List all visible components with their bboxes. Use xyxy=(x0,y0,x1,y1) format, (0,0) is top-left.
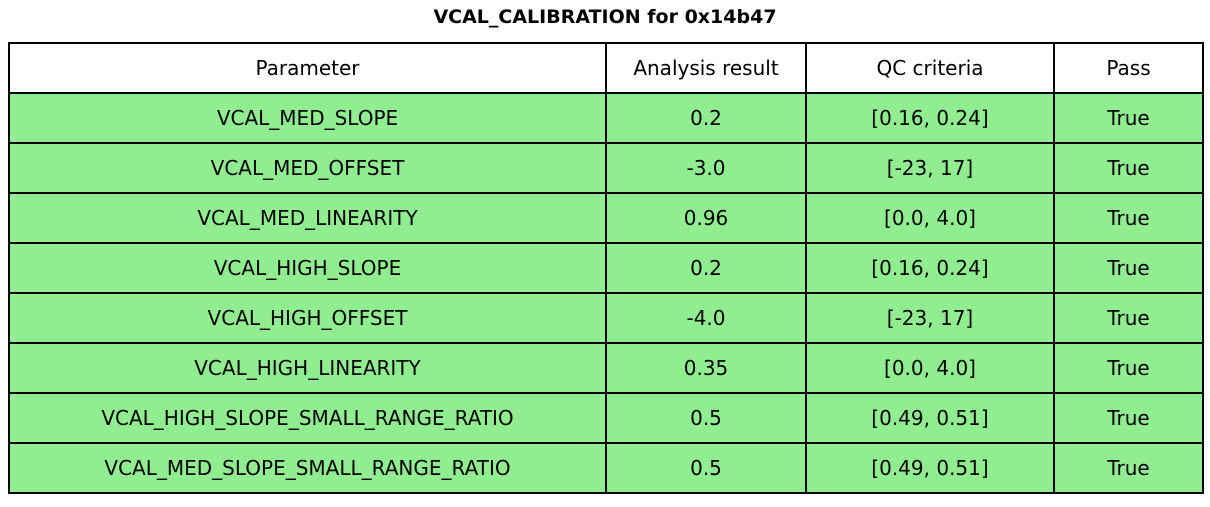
analysis-result-cell: 0.5 xyxy=(605,442,807,494)
pass-cell: True xyxy=(1053,392,1204,444)
table-row: VCAL_MED_SLOPE 0.2 [0.16, 0.24] True xyxy=(8,92,1204,144)
parameter-cell: VCAL_MED_SLOPE xyxy=(8,92,607,144)
table-header: Parameter Analysis result QC criteria Pass xyxy=(8,42,1204,94)
parameter-cell: VCAL_MED_LINEARITY xyxy=(8,192,607,244)
parameter-cell: VCAL_HIGH_OFFSET xyxy=(8,292,607,344)
analysis-result-cell: 0.2 xyxy=(605,242,807,294)
qc-criteria-cell: [-23, 17] xyxy=(805,292,1055,344)
qc-criteria-cell: [0.0, 4.0] xyxy=(805,192,1055,244)
table-row: VCAL_HIGH_OFFSET -4.0 [-23, 17] True xyxy=(8,292,1204,344)
pass-cell: True xyxy=(1053,292,1204,344)
analysis-result-cell: 0.96 xyxy=(605,192,807,244)
parameter-cell: VCAL_HIGH_LINEARITY xyxy=(8,342,607,394)
header-row: Parameter Analysis result QC criteria Pass xyxy=(8,42,1204,94)
table-body: VCAL_MED_SLOPE 0.2 [0.16, 0.24] True VCAL_ME… xyxy=(8,92,1204,494)
pass-cell: True xyxy=(1053,92,1204,144)
analysis-result-cell: -3.0 xyxy=(605,142,807,194)
column-header-parameter: Parameter xyxy=(8,42,607,94)
pass-cell: True xyxy=(1053,142,1204,194)
parameter-cell: VCAL_MED_SLOPE_SMALL_RANGE_RATIO xyxy=(8,442,607,494)
pass-cell: True xyxy=(1053,342,1204,394)
qc-criteria-cell: [0.49, 0.51] xyxy=(805,392,1055,444)
column-header-analysis-result: Analysis result xyxy=(605,42,807,94)
analysis-result-cell: -4.0 xyxy=(605,292,807,344)
column-header-qc-criteria: QC criteria xyxy=(805,42,1055,94)
figure-title: VCAL_CALIBRATION for 0x14b47 xyxy=(433,6,777,28)
qc-criteria-cell: [0.0, 4.0] xyxy=(805,342,1055,394)
table-row: VCAL_MED_LINEARITY 0.96 [0.0, 4.0] True xyxy=(8,192,1204,244)
parameter-cell: VCAL_MED_OFFSET xyxy=(8,142,607,194)
analysis-result-cell: 0.35 xyxy=(605,342,807,394)
table-row: VCAL_HIGH_SLOPE 0.2 [0.16, 0.24] True xyxy=(8,242,1204,294)
table-row: VCAL_HIGH_SLOPE_SMALL_RANGE_RATIO 0.5 [0.4… xyxy=(8,392,1204,444)
pass-cell: True xyxy=(1053,242,1204,294)
analysis-result-cell: 0.2 xyxy=(605,92,807,144)
table-row: VCAL_HIGH_LINEARITY 0.35 [0.0, 4.0] True xyxy=(8,342,1204,394)
table-row: VCAL_MED_SLOPE_SMALL_RANGE_RATIO 0.5 [0.49… xyxy=(8,442,1204,494)
qc-report-figure: VCAL_CALIBRATION for 0x14b47 Parameter An… xyxy=(0,5,1210,494)
qc-criteria-cell: [0.16, 0.24] xyxy=(805,92,1055,144)
pass-cell: True xyxy=(1053,192,1204,244)
column-header-pass: Pass xyxy=(1053,42,1204,94)
analysis-result-cell: 0.5 xyxy=(605,392,807,444)
qc-criteria-cell: [-23, 17] xyxy=(805,142,1055,194)
qc-table: Parameter Analysis result QC criteria Pass … xyxy=(8,42,1204,494)
pass-cell: True xyxy=(1053,442,1204,494)
table-row: VCAL_MED_OFFSET -3.0 [-23, 17] True xyxy=(8,142,1204,194)
qc-criteria-cell: [0.49, 0.51] xyxy=(805,442,1055,494)
parameter-cell: VCAL_HIGH_SLOPE xyxy=(8,242,607,294)
parameter-cell: VCAL_HIGH_SLOPE_SMALL_RANGE_RATIO xyxy=(8,392,607,444)
qc-criteria-cell: [0.16, 0.24] xyxy=(805,242,1055,294)
